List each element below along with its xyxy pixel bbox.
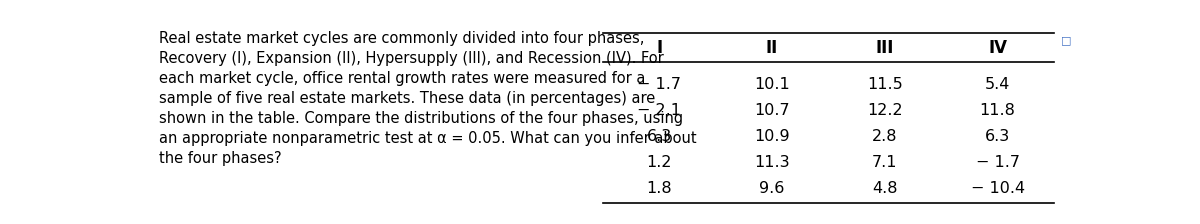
Text: 7.1: 7.1 [872,155,898,170]
Text: − 1.7: − 1.7 [976,155,1020,170]
Text: 2.8: 2.8 [872,129,898,144]
Text: 5.4: 5.4 [985,77,1010,92]
Text: 10.7: 10.7 [755,103,790,118]
Text: − 1.7: − 1.7 [637,77,682,92]
Text: II: II [766,39,778,57]
Text: 11.3: 11.3 [755,155,790,170]
Text: − 2.1: − 2.1 [637,103,682,118]
Text: Real estate market cycles are commonly divided into four phases,
Recovery (I), E: Real estate market cycles are commonly d… [160,31,697,166]
Text: 12.2: 12.2 [868,103,902,118]
Text: I: I [656,39,662,57]
Text: 1.2: 1.2 [647,155,672,170]
Text: 6.3: 6.3 [647,129,672,144]
Text: 10.1: 10.1 [754,77,790,92]
Text: 9.6: 9.6 [760,181,785,196]
Text: IV: IV [988,39,1007,57]
Text: − 10.4: − 10.4 [971,181,1025,196]
Text: III: III [876,39,894,57]
Text: 6.3: 6.3 [985,129,1010,144]
Text: 11.5: 11.5 [866,77,902,92]
Text: □: □ [1061,35,1072,45]
Text: 10.9: 10.9 [755,129,790,144]
Text: 11.8: 11.8 [979,103,1015,118]
Text: 1.8: 1.8 [647,181,672,196]
Text: 4.8: 4.8 [872,181,898,196]
